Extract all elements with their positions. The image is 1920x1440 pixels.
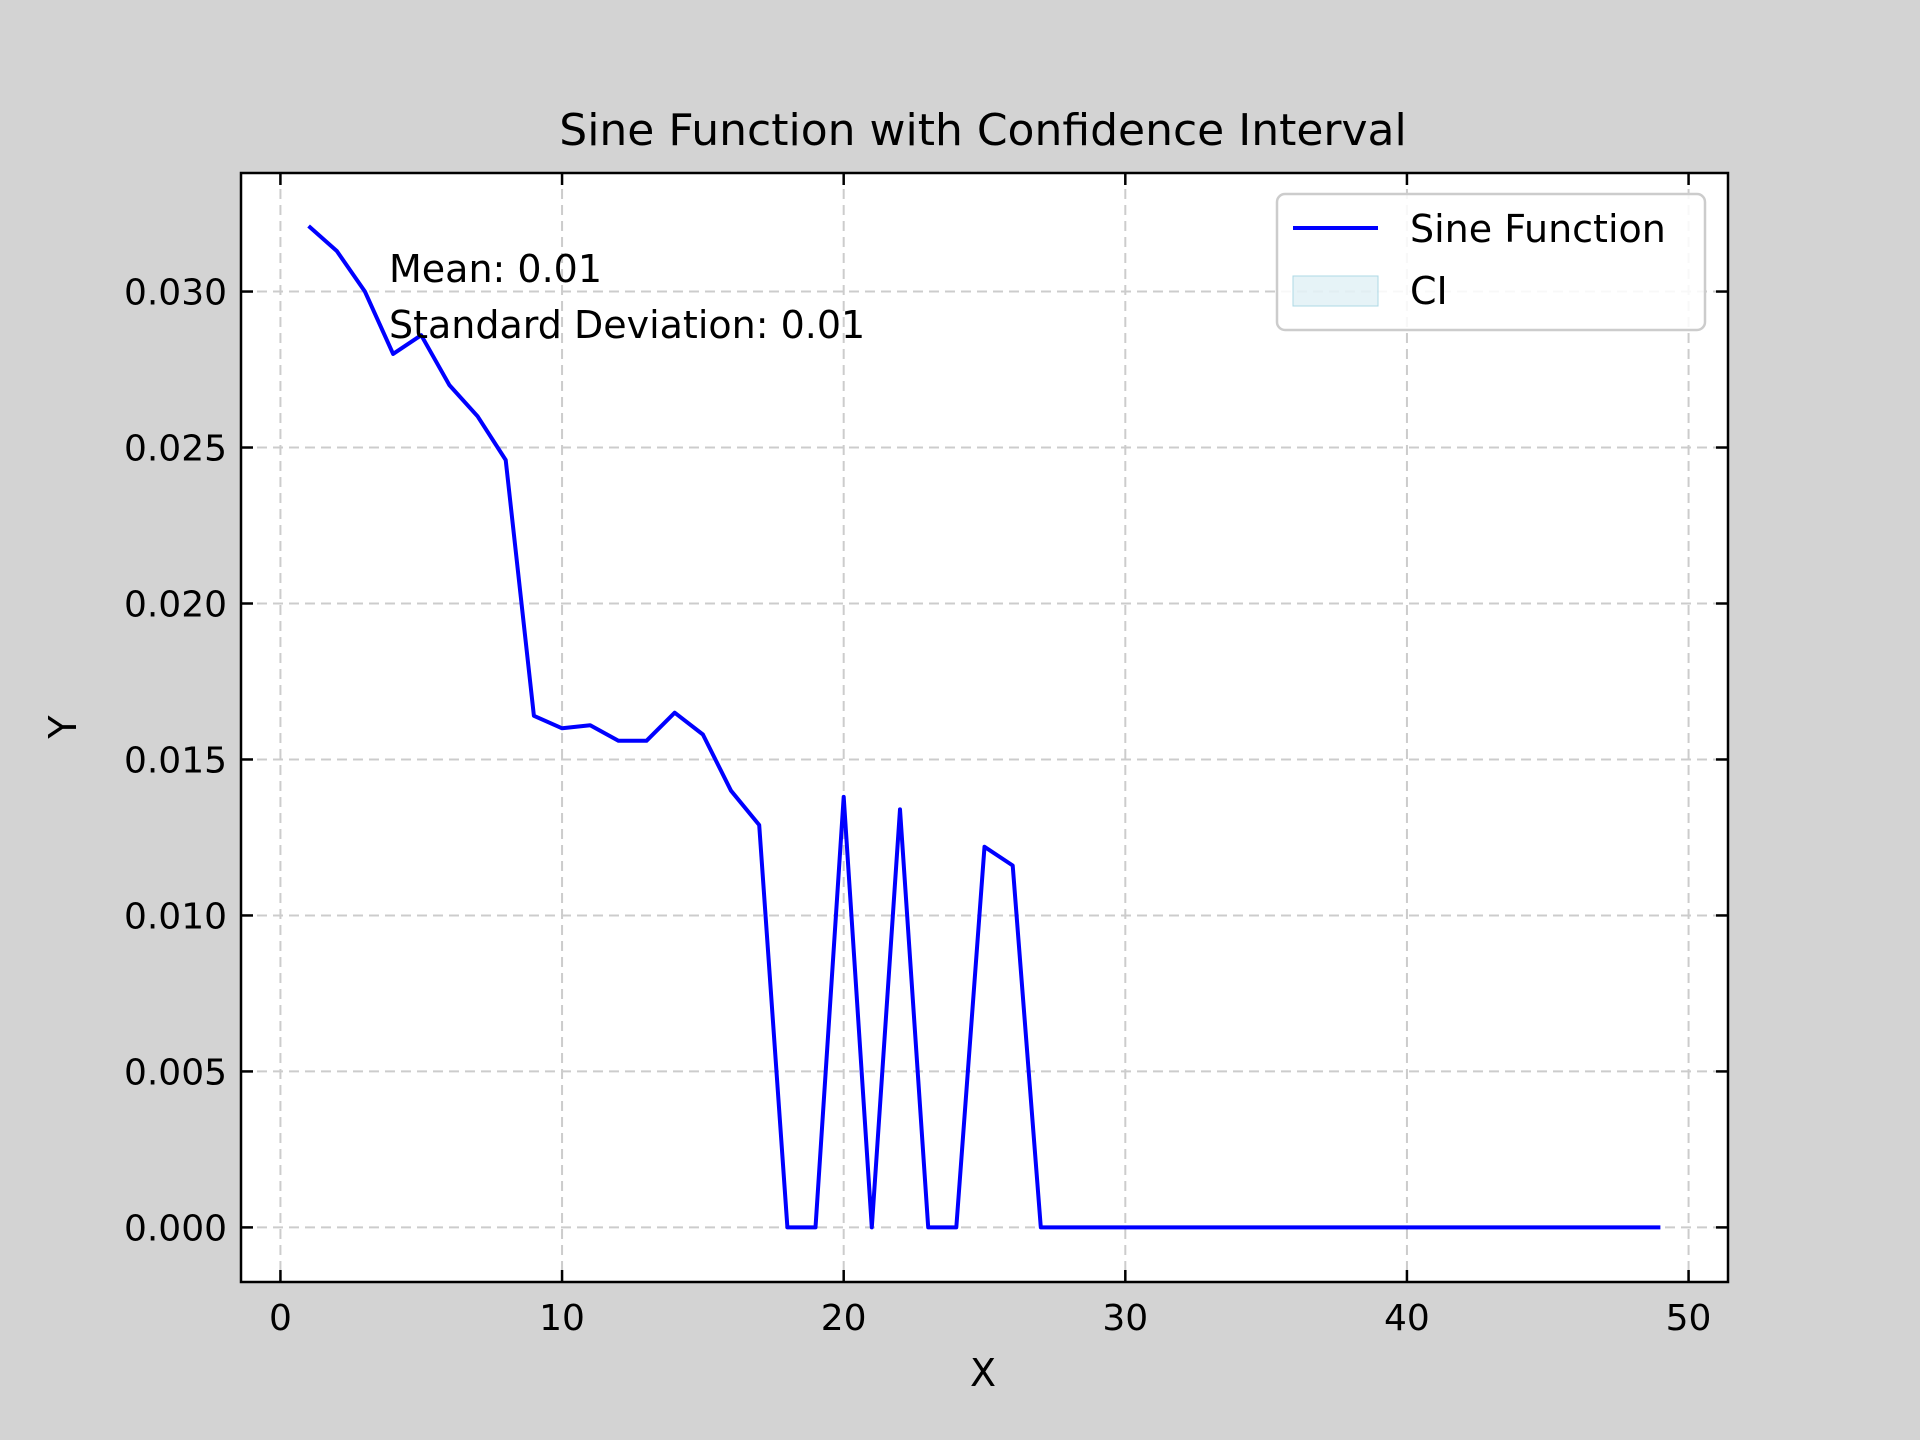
y-tick-label: 0.010 <box>124 896 227 937</box>
y-tick-label: 0.020 <box>124 584 227 625</box>
legend-patch-ci <box>1292 275 1379 307</box>
legend-label-ci: CI <box>1410 269 1448 313</box>
chart-title: Sine Function with Confidence Interval <box>559 105 1406 156</box>
plot-frame <box>239 171 1730 1284</box>
x-tick-label: 50 <box>1666 1298 1712 1339</box>
x-tick-label: 30 <box>1102 1298 1148 1339</box>
legend: Sine Function CI <box>1275 192 1707 332</box>
y-axis-label: Y <box>41 715 85 740</box>
series-line-sine-function <box>307 224 1661 1230</box>
y-tick-label: 0.015 <box>124 740 227 781</box>
y-tick-label: 0.025 <box>124 429 227 470</box>
plot-area <box>241 173 1728 1282</box>
y-tick-label: 0.005 <box>124 1052 227 1093</box>
ticks: 0 10 20 30 40 50 0.000 0.005 0.010 0.015 0.020 0.02… <box>124 173 1728 1339</box>
x-tick-label: 10 <box>539 1298 585 1339</box>
y-tick-label: 0.000 <box>124 1208 227 1249</box>
x-tick-label: 40 <box>1384 1298 1430 1339</box>
y-tick-label: 0.030 <box>124 273 227 314</box>
x-tick-label: 20 <box>821 1298 867 1339</box>
x-axis-label: X <box>970 1351 996 1395</box>
legend-label-sine-function: Sine Function <box>1410 207 1666 251</box>
legend-box <box>1275 192 1707 332</box>
annotation-mean: Mean: 0.01 <box>389 247 602 291</box>
x-tick-label: 0 <box>269 1298 292 1339</box>
grid <box>241 173 1728 1282</box>
annotation-std: Standard Deviation: 0.01 <box>389 303 865 347</box>
